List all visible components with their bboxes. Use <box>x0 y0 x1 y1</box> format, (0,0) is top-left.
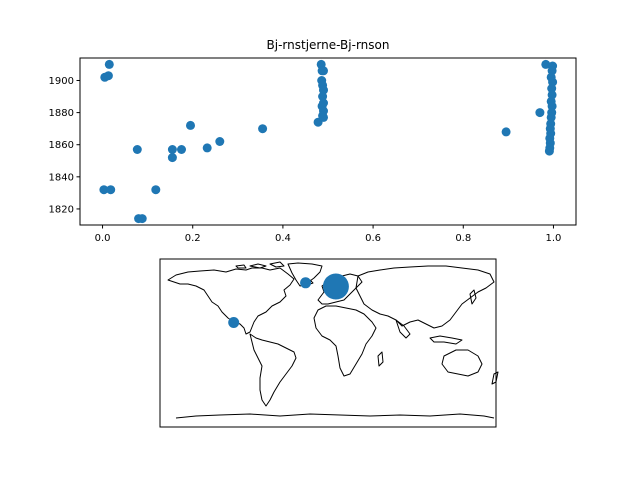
map-marker <box>322 273 349 300</box>
world-map <box>159 258 499 428</box>
y-tick-label: 1860 <box>49 140 74 151</box>
map-frame <box>159 258 497 428</box>
scatter-point <box>547 101 557 111</box>
scatter-plot: Bj-rnstjerne-Bj-rnson 0.0 0.2 0.4 0.6 0.8 1.0… <box>49 38 577 244</box>
coastline-south-america <box>249 333 297 407</box>
scatter-axes-frame <box>79 57 577 226</box>
scatter-point <box>103 71 113 81</box>
y-tick-label: 1880 <box>49 108 74 119</box>
scatter-points <box>99 59 558 224</box>
scatter-point <box>544 146 554 156</box>
scatter-point <box>99 185 109 195</box>
x-tick-label: 0.8 <box>455 233 471 244</box>
coastline-north-america <box>167 267 295 335</box>
scatter-point <box>319 66 328 76</box>
coastline-antarctica <box>175 413 495 419</box>
scatter-point <box>547 84 557 93</box>
scatter-point <box>202 143 212 153</box>
scatter-point <box>137 214 147 224</box>
scatter-point <box>258 124 268 134</box>
x-tick-label: 0.2 <box>185 233 201 244</box>
x-tick-label: 0.6 <box>365 233 381 244</box>
scatter-point <box>546 112 556 122</box>
scatter-point <box>541 59 551 69</box>
scatter-axis-ticks: 0.0 0.2 0.4 0.6 0.8 1.0 1820 1840 1860 1880 1900 <box>49 76 562 244</box>
coastline-greenland <box>287 262 323 287</box>
scatter-point <box>167 153 177 163</box>
y-tick-label: 1900 <box>49 76 74 87</box>
scatter-point <box>535 108 545 118</box>
x-tick-label: 0.0 <box>95 233 111 244</box>
x-tick-label: 1.0 <box>546 233 562 244</box>
scatter-point <box>151 185 161 195</box>
coastline-arctic-islands <box>235 261 285 269</box>
chart-title: Bj-rnstjerne-Bj-rnson <box>267 38 390 52</box>
scatter-point <box>104 59 114 69</box>
x-tick-label: 0.4 <box>275 233 291 244</box>
map-marker <box>228 317 240 328</box>
scatter-point <box>106 185 116 195</box>
map-markers <box>228 273 349 328</box>
scatter-point <box>177 145 186 154</box>
scatter-point <box>132 145 142 154</box>
y-tick-label: 1840 <box>49 172 74 183</box>
coastline-indonesia <box>429 335 463 345</box>
scatter-point <box>319 112 328 122</box>
scatter-point <box>215 137 225 146</box>
scatter-point <box>167 145 177 154</box>
coastline-australia <box>441 349 483 377</box>
coastline-madagascar <box>377 351 384 367</box>
y-tick-label: 1820 <box>49 204 74 215</box>
coastline-japan <box>469 289 477 305</box>
coastline-africa <box>313 305 377 377</box>
map-marker <box>300 277 312 289</box>
coastline-india <box>395 319 411 339</box>
coastline-asia <box>355 265 495 329</box>
scatter-point <box>501 127 511 137</box>
scatter-point <box>186 120 195 130</box>
